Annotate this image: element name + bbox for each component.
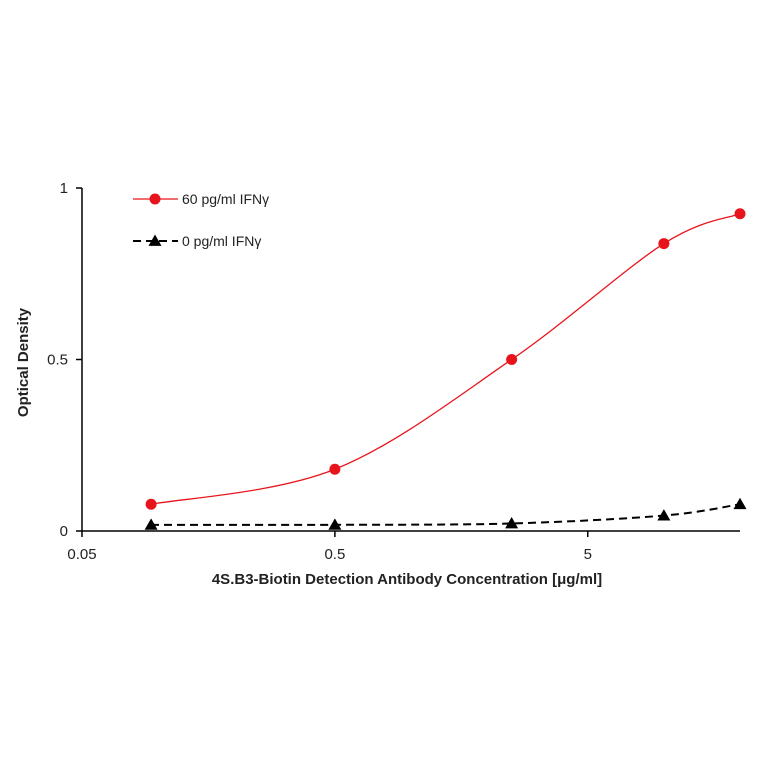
legend-item: 60 pg/ml IFNγ — [133, 191, 269, 207]
legend-marker — [148, 234, 162, 246]
data-point — [144, 518, 158, 530]
legend: 60 pg/ml IFNγ 0 pg/ml IFNγ — [133, 191, 269, 249]
series-1 — [144, 497, 747, 530]
axes: 00.51 0.05 0.5 5 — [47, 180, 740, 563]
data-point — [658, 238, 670, 250]
y-tick-label: 1 — [60, 180, 68, 197]
y-ticks: 00.51 — [47, 180, 82, 540]
data-point — [328, 518, 342, 530]
data-point — [505, 516, 519, 529]
legend-marker — [149, 193, 161, 205]
data-point — [657, 509, 671, 521]
series-line — [151, 503, 741, 526]
data-point — [733, 497, 747, 510]
data-point — [145, 498, 157, 510]
x-tick-label: 5 — [584, 546, 592, 563]
legend-label: 0 pg/ml IFNγ — [182, 233, 261, 249]
series-0 — [145, 208, 746, 510]
data-point — [506, 354, 518, 365]
series-line — [150, 213, 741, 505]
x-tick-label: 0.05 — [67, 546, 96, 563]
x-ticks: 0.05 0.5 5 — [67, 531, 592, 563]
x-axis-title: 4S.B3-Biotin Detection Antibody Concentr… — [212, 571, 602, 588]
y-tick-label: 0.5 — [47, 352, 68, 369]
y-axis-title: Optical Density — [15, 307, 32, 417]
data-point — [329, 463, 341, 475]
legend-label: 60 pg/ml IFNγ — [182, 191, 269, 207]
y-tick-label: 0 — [60, 523, 68, 540]
legend-item: 0 pg/ml IFNγ — [133, 233, 261, 249]
series-layer — [144, 208, 747, 530]
data-point — [734, 208, 746, 220]
x-tick-label: 0.5 — [324, 546, 345, 563]
